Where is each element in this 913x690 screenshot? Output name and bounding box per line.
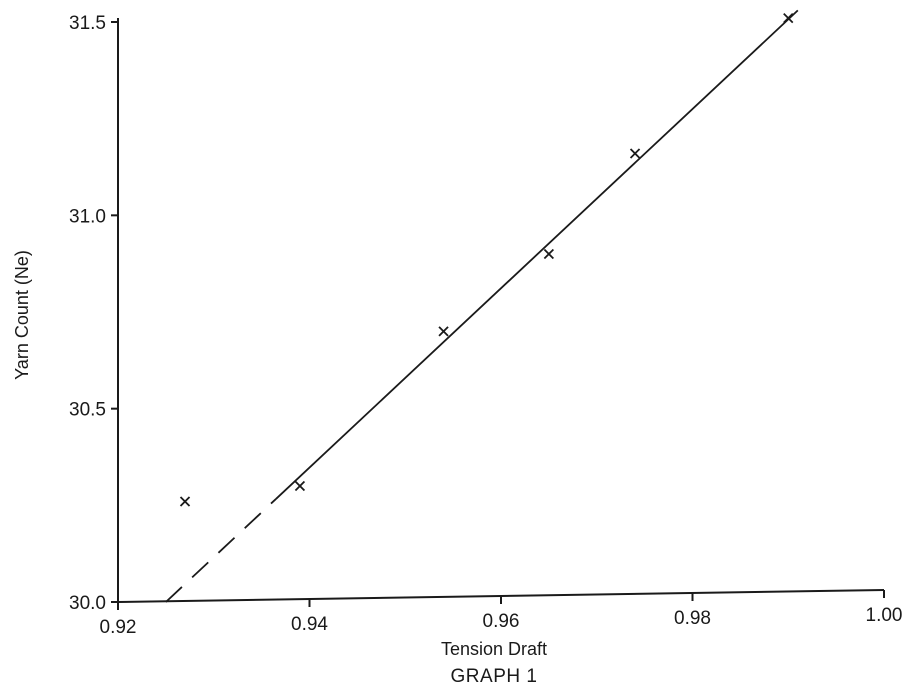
- x-axis-title: Tension Draft: [441, 639, 547, 659]
- data-points: [179, 12, 794, 507]
- data-point: [629, 148, 641, 159]
- data-point: [543, 248, 555, 260]
- y-tick-label: 31.5: [69, 13, 106, 34]
- data-point: [294, 480, 306, 492]
- x-tick-label: 0.96: [483, 611, 520, 632]
- x-tick-label: 0.92: [100, 617, 137, 638]
- data-point: [438, 326, 449, 337]
- fit-line: [165, 9, 799, 603]
- x-ticks: 0.92 0.94 0.96 0.98 1.00: [100, 590, 903, 638]
- y-tick-label: 30.5: [69, 400, 106, 421]
- x-tick-label: 0.94: [291, 614, 328, 635]
- fit-line-dashed-segment: [165, 498, 277, 603]
- fit-line-solid-segment: [275, 9, 799, 500]
- x-tick-label: 0.98: [674, 608, 711, 629]
- data-point: [179, 496, 191, 507]
- y-tick-label: 30.0: [69, 593, 106, 614]
- x-tick-label: 1.00: [866, 605, 903, 626]
- data-point: [783, 12, 794, 24]
- y-tick-label: 31.0: [69, 206, 106, 227]
- figure-caption: GRAPH 1: [451, 666, 538, 687]
- y-ticks: 30.0 30.5 31.0 31.5: [69, 13, 118, 614]
- axes: [117, 18, 885, 603]
- y-axis-title: Yarn Count (Ne): [12, 250, 32, 380]
